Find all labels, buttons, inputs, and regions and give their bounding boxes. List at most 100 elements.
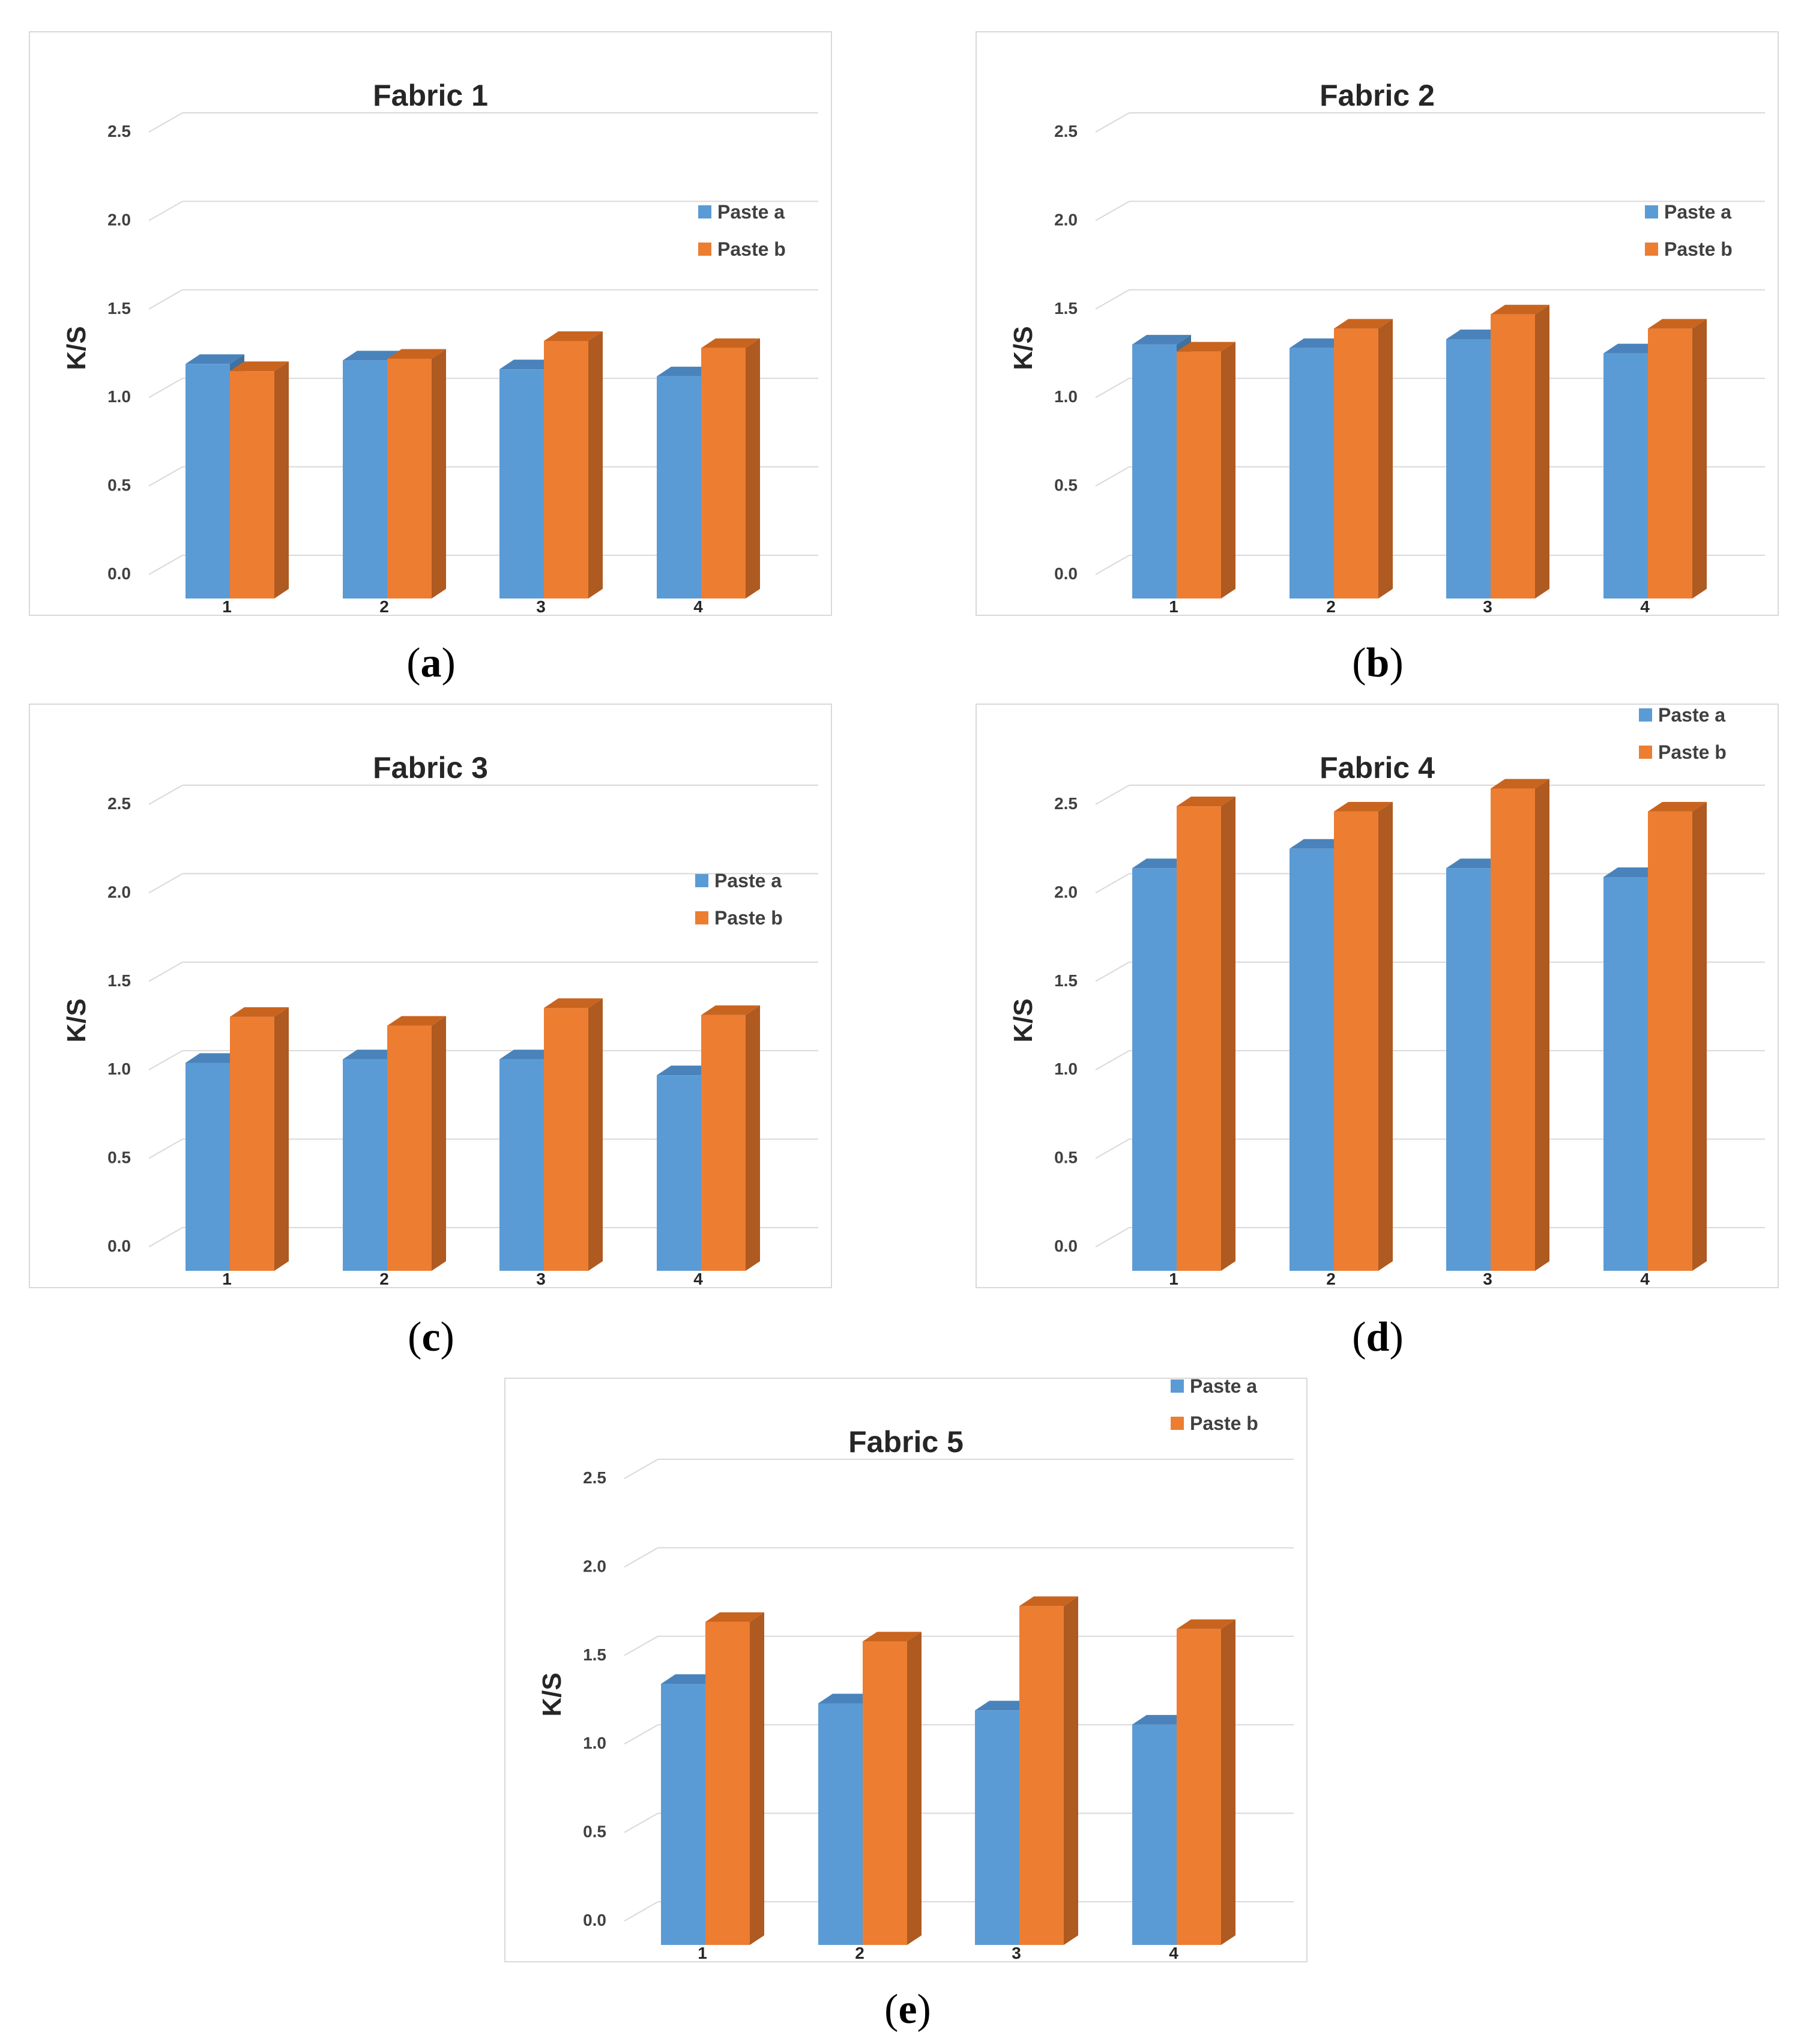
y-tick-label: 2.0 (1054, 882, 1078, 901)
y-tick-label: 1.0 (1054, 1060, 1078, 1078)
chart-4: 0.0 0.5 1.0 1.5 2.0 2.5 Fabric 4 K/S 1 2 3 4 Paste a… (1009, 704, 1765, 1288)
y-tick-label: 2.0 (583, 1557, 606, 1575)
chart-1: 0.0 0.5 1.0 1.5 2.0 2.5 Fabric 1 K/S 1 2 3 4 Paste a… (62, 79, 818, 616)
x-tick-label: 4 (1640, 597, 1650, 616)
x-tick-label: 3 (536, 597, 546, 616)
bar-paste-b-3 (544, 331, 603, 598)
gridline-diagonal (1095, 378, 1130, 399)
x-tick-label: 3 (1012, 1944, 1021, 1962)
legend-label: Paste a (714, 870, 782, 891)
gridline-diagonal (148, 785, 183, 805)
bar-paste-b-1 (1177, 797, 1235, 1271)
bar-paste-b-4 (701, 1005, 760, 1271)
x-tick-label: 1 (222, 597, 232, 616)
y-tick-label: 2.5 (107, 122, 131, 140)
bar-paste-b-3 (1019, 1596, 1078, 1945)
y-tick-label: 1.0 (107, 387, 131, 406)
y-tick-label: 1.5 (107, 299, 131, 318)
x-tick-label: 3 (1483, 1270, 1492, 1288)
y-tick-label: 0.0 (1054, 1237, 1078, 1255)
legend-label: Paste a (1190, 1375, 1257, 1397)
bar-paste-b-1 (230, 361, 289, 598)
x-tick-label: 4 (1640, 1270, 1650, 1288)
chart-3: 0.0 0.5 1.0 1.5 2.0 2.5 Fabric 3 K/S 1 2 3 4 Paste a… (62, 751, 818, 1288)
y-tick-label: 2.5 (583, 1468, 606, 1487)
y-tick-label: 0.5 (107, 1148, 131, 1167)
gridline-diagonal (1095, 1138, 1130, 1159)
gridline-diagonal (148, 378, 183, 399)
legend-label: Paste a (1658, 704, 1725, 726)
y-axis-label: K/S (1009, 326, 1038, 370)
y-tick-label: 1.5 (107, 971, 131, 990)
y-tick-label: 1.5 (583, 1645, 606, 1664)
gridline-diagonal (148, 466, 183, 487)
legend-swatch (1171, 1379, 1184, 1393)
gridline-diagonal (624, 1901, 659, 1922)
legend-label: Paste b (1190, 1412, 1258, 1434)
gridline-diagonal (148, 1050, 183, 1071)
y-axis-label: K/S (62, 998, 91, 1042)
bar-paste-b-2 (1334, 319, 1393, 598)
legend-swatch (698, 243, 711, 256)
y-tick-label: 1.5 (1054, 971, 1078, 990)
legend-label: Paste b (1658, 741, 1727, 763)
gridline-diagonal (148, 289, 183, 310)
gridline-diagonal (624, 1724, 659, 1745)
gridline-diagonal (148, 112, 183, 133)
gridline-diagonal (148, 200, 183, 222)
y-tick-label: 0.5 (1054, 476, 1078, 495)
y-tick-label: 1.5 (1054, 299, 1078, 318)
gridline-diagonal (1095, 555, 1130, 575)
chart-title: Fabric 3 (373, 751, 488, 785)
y-tick-label: 0.0 (107, 1237, 131, 1255)
x-tick-label: 2 (1326, 597, 1336, 616)
legend-swatch (1639, 746, 1652, 759)
bar-paste-b-2 (1334, 801, 1393, 1271)
chart-title: Fabric 4 (1320, 751, 1435, 785)
gridline-diagonal (148, 1138, 183, 1159)
y-tick-label: 0.5 (583, 1822, 606, 1841)
bar-paste-b-1 (705, 1612, 764, 1945)
x-tick-label: 2 (379, 1270, 389, 1288)
gridline-diagonal (1095, 785, 1130, 805)
y-tick-label: 1.0 (1054, 387, 1078, 406)
legend-swatch (695, 874, 708, 887)
y-axis-label: K/S (1009, 998, 1038, 1042)
gridline-diagonal (148, 961, 183, 982)
bar-paste-b-1 (1177, 342, 1235, 598)
legend-swatch (1639, 708, 1652, 722)
bar-paste-b-4 (1648, 801, 1707, 1271)
x-tick-label: 4 (693, 597, 703, 616)
gridline-diagonal (624, 1547, 659, 1568)
y-tick-label: 0.0 (107, 564, 131, 583)
bar-paste-b-3 (544, 998, 603, 1271)
x-tick-label: 3 (536, 1270, 546, 1288)
y-tick-label: 0.0 (583, 1911, 606, 1929)
gridline-diagonal (1095, 961, 1130, 982)
legend-swatch (1171, 1417, 1184, 1430)
gridline-diagonal (1095, 200, 1130, 222)
gridline-diagonal (1095, 289, 1130, 310)
caption-c: (c) (408, 1314, 454, 1360)
bar-paste-b-2 (387, 1016, 446, 1271)
chart-5: 0.0 0.5 1.0 1.5 2.0 2.5 Fabric 5 K/S 1 2 3 4 Paste a… (537, 1375, 1294, 1962)
chart-title: Fabric 2 (1320, 79, 1435, 112)
legend-label: Paste b (717, 238, 786, 260)
gridline-diagonal (148, 1227, 183, 1247)
legend-swatch (695, 911, 708, 924)
chart-title: Fabric 5 (848, 1425, 964, 1459)
bar-paste-a-3 (1446, 330, 1505, 598)
caption-e: (e) (884, 1986, 931, 2033)
gridline-diagonal (1095, 112, 1130, 133)
y-tick-label: 2.5 (1054, 122, 1078, 140)
x-tick-label: 2 (1326, 1270, 1336, 1288)
x-tick-label: 3 (1483, 597, 1492, 616)
y-tick-label: 1.0 (107, 1060, 131, 1078)
gridline-diagonal (148, 873, 183, 894)
y-axis-label: K/S (537, 1672, 567, 1716)
legend-swatch (1645, 205, 1658, 219)
legend-label: Paste a (1664, 201, 1731, 223)
y-tick-label: 2.5 (107, 794, 131, 813)
y-tick-label: 2.5 (1054, 794, 1078, 813)
x-tick-label: 4 (1169, 1944, 1178, 1962)
